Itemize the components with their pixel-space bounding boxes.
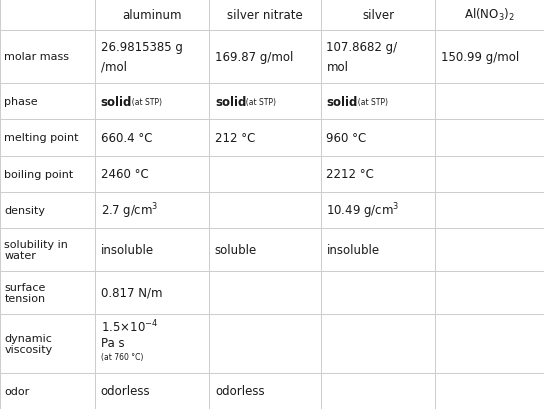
Text: mol: mol: [326, 61, 348, 73]
Text: melting point: melting point: [4, 133, 79, 143]
Text: soluble: soluble: [215, 243, 257, 256]
Text: 960 °C: 960 °C: [326, 132, 367, 145]
Text: (at 760 °C): (at 760 °C): [101, 353, 143, 362]
Text: 1.5$\times$10$^{-4}$: 1.5$\times$10$^{-4}$: [101, 318, 158, 334]
Text: surface
tension: surface tension: [4, 282, 46, 303]
Text: boiling point: boiling point: [4, 169, 73, 179]
Text: solid: solid: [101, 96, 132, 108]
Text: 107.8682 g/: 107.8682 g/: [326, 41, 398, 54]
Text: 2460 °C: 2460 °C: [101, 168, 149, 181]
Text: Al(NO$_3$)$_2$: Al(NO$_3$)$_2$: [464, 7, 515, 23]
Text: /mol: /mol: [101, 61, 127, 73]
Text: density: density: [4, 205, 45, 216]
Text: (at STP): (at STP): [241, 97, 276, 106]
Text: dynamic
viscosity: dynamic viscosity: [4, 333, 53, 354]
Text: (at STP): (at STP): [127, 97, 162, 106]
Text: (at STP): (at STP): [353, 97, 387, 106]
Text: Pa s: Pa s: [101, 336, 124, 349]
Text: 660.4 °C: 660.4 °C: [101, 132, 152, 145]
Text: phase: phase: [4, 97, 38, 107]
Text: solubility in
water: solubility in water: [4, 239, 68, 261]
Text: aluminum: aluminum: [122, 9, 182, 22]
Text: solid: solid: [326, 96, 358, 108]
Text: insoluble: insoluble: [326, 243, 380, 256]
Text: 150.99 g/mol: 150.99 g/mol: [441, 51, 519, 64]
Text: 10.49 g/cm$^3$: 10.49 g/cm$^3$: [326, 200, 400, 220]
Text: silver nitrate: silver nitrate: [227, 9, 303, 22]
Text: 169.87 g/mol: 169.87 g/mol: [215, 51, 293, 64]
Text: solid: solid: [215, 96, 246, 108]
Text: odorless: odorless: [101, 384, 150, 398]
Text: odorless: odorless: [215, 384, 264, 398]
Text: insoluble: insoluble: [101, 243, 154, 256]
Text: odor: odor: [4, 386, 29, 396]
Text: 26.9815385 g: 26.9815385 g: [101, 41, 183, 54]
Text: 2212 °C: 2212 °C: [326, 168, 374, 181]
Text: 2.7 g/cm$^3$: 2.7 g/cm$^3$: [101, 200, 158, 220]
Text: 0.817 N/m: 0.817 N/m: [101, 286, 162, 299]
Text: molar mass: molar mass: [4, 52, 69, 62]
Text: 212 °C: 212 °C: [215, 132, 255, 145]
Text: silver: silver: [362, 9, 394, 22]
